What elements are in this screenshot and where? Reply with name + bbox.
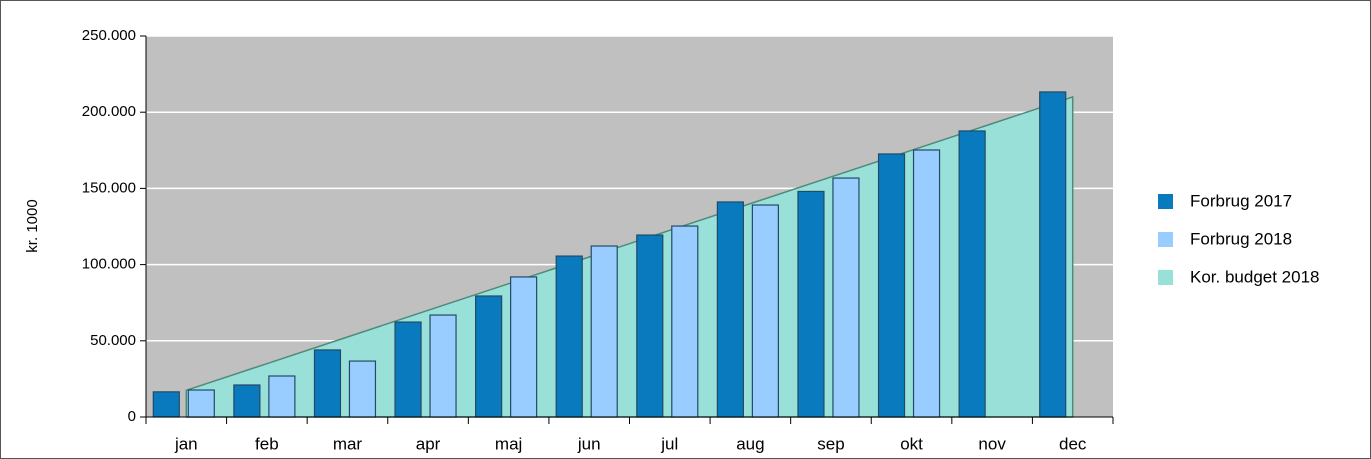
bar — [590, 245, 618, 418]
bar — [187, 389, 215, 418]
x-tick-label: jul — [660, 434, 678, 453]
y-tick-label: 150.000 — [82, 179, 136, 196]
bar — [429, 314, 457, 418]
x-tick-label: nov — [978, 434, 1006, 453]
legend-swatch — [1158, 232, 1173, 247]
bar — [912, 149, 941, 418]
x-tick-label: okt — [900, 434, 923, 453]
bar — [797, 190, 825, 418]
bar — [348, 360, 377, 418]
bar — [877, 153, 906, 418]
x-tick-label: feb — [255, 434, 279, 453]
legend-label: Forbrug 2018 — [1190, 229, 1292, 248]
x-tick-label: mar — [333, 434, 363, 453]
x-tick-label: dec — [1059, 434, 1087, 453]
x-tick-label: maj — [495, 434, 522, 453]
x-tick-label: jun — [577, 434, 601, 453]
x-tick-label: aug — [736, 434, 764, 453]
y-axis-label: kr. 1000 — [24, 199, 41, 252]
bar — [555, 255, 583, 418]
bar — [394, 321, 422, 418]
bar — [751, 204, 779, 418]
x-tick-label: apr — [416, 434, 441, 453]
bar — [1039, 91, 1067, 418]
legend-label: Forbrug 2017 — [1190, 191, 1292, 210]
y-tick-label: 0 — [128, 408, 136, 425]
bar — [716, 201, 744, 418]
y-tick-label: 50.000 — [90, 332, 136, 349]
bar — [958, 130, 986, 418]
bar — [268, 375, 296, 418]
y-tick-label: 250.000 — [82, 27, 136, 44]
bar — [832, 177, 860, 418]
legend-swatch — [1158, 270, 1173, 285]
x-tick-label: sep — [817, 434, 844, 453]
bar — [152, 391, 180, 418]
bar — [233, 384, 261, 418]
x-tick-label: jan — [174, 434, 198, 453]
bar — [313, 349, 342, 418]
bar — [636, 234, 664, 418]
y-tick-label: 200.000 — [82, 103, 136, 120]
y-tick-label: 100.000 — [82, 256, 136, 273]
bar — [475, 295, 503, 418]
bar — [671, 225, 699, 418]
legend-label: Kor. budget 2018 — [1190, 267, 1320, 286]
bar — [510, 276, 538, 418]
legend-swatch — [1158, 194, 1173, 209]
